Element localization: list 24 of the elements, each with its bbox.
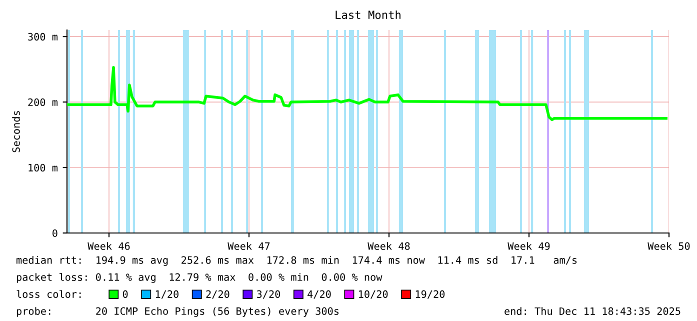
y-tick-label: 300 m (28, 32, 58, 41)
legend-label: 0 (122, 290, 128, 298)
legend-label: 10/20 (359, 290, 388, 299)
x-tick-label: Week 49 (508, 242, 550, 250)
y-tick-label: 200 m (28, 98, 58, 106)
legend-label: 3/20 (256, 290, 280, 299)
y-tick-label: 0 (52, 229, 58, 238)
legend-title: loss color: (16, 290, 81, 298)
x-tick-label: Week 48 (368, 242, 410, 250)
x-tick-label: Week 47 (228, 242, 270, 250)
text: probe: 20 ICMP Echo Pings (56 Bytes) every 300s (16, 307, 339, 317)
y-axis-title: Seconds (12, 111, 20, 152)
line-series (67, 66, 668, 122)
x-tick-label: Week 50 (648, 242, 690, 250)
legend-label: 2/20 (206, 290, 230, 299)
legend-label: 19/20 (416, 290, 445, 299)
legend-label: 4/20 (308, 290, 331, 299)
y-tick-label: 100 m (28, 164, 58, 172)
x-tick-label: Week 46 (88, 242, 130, 250)
text: packet loss: 0.11 % avg 12.79 % max 0.00 % min 0.00 % now (16, 273, 382, 283)
chart-title: Last Month (336, 10, 400, 20)
text: end: Thu Dec 11 18:43:35 2025 (504, 307, 680, 315)
legend-label: 1/20 (156, 290, 178, 299)
text: median rtt: 194.9 ms avg 252.6 ms max 172.8 ms min 174.4 ms now 11.4 ms sd 17.1 am/s (16, 256, 577, 266)
